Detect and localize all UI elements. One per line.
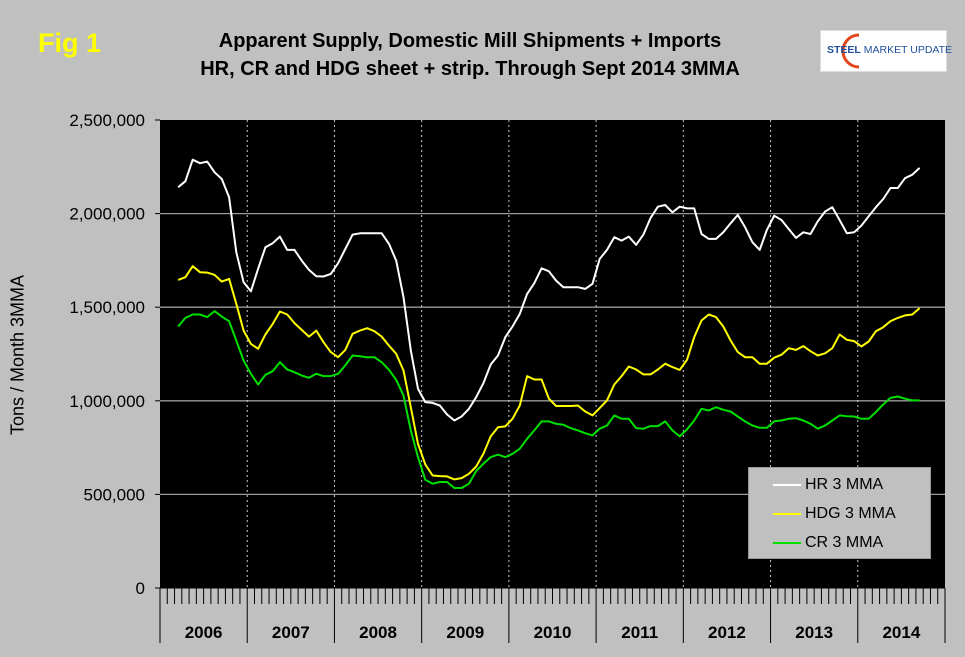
x-tick-label: 2011 bbox=[621, 623, 658, 642]
legend-swatch-hr bbox=[773, 484, 801, 486]
x-tick-label: 2008 bbox=[359, 623, 397, 642]
legend-item-cr: CR 3 MMA bbox=[773, 528, 883, 558]
figure-label: Fig 1 bbox=[38, 28, 102, 58]
x-tick-label: 2010 bbox=[534, 623, 572, 642]
steel-market-update-logo: STEEL MARKET UPDATE bbox=[820, 30, 952, 72]
legend-label-cr: CR 3 MMA bbox=[805, 534, 884, 551]
series-line-hdg bbox=[177, 265, 921, 481]
title-line-2: HR, CR and HDG sheet + strip. Through Se… bbox=[200, 58, 740, 80]
logo-swoosh-icon bbox=[841, 33, 860, 69]
legend-item-hr: HR 3 MMA bbox=[773, 470, 883, 500]
y-tick-label: 500,000 bbox=[84, 485, 145, 504]
y-tick-label: 0 bbox=[136, 579, 145, 598]
legend: HR 3 MMA HDG 3 MMA CR 3 MMA bbox=[748, 467, 931, 559]
y-tick-label: 1,500,000 bbox=[69, 298, 145, 317]
legend-label-hdg: HDG 3 MMA bbox=[805, 505, 896, 522]
x-tick-label: 2007 bbox=[272, 623, 310, 642]
x-tick-label: 2013 bbox=[795, 623, 833, 642]
x-tick-label: 2012 bbox=[708, 623, 746, 642]
y-tick-label: 2,000,000 bbox=[69, 205, 145, 224]
logo-text-bold: STEEL bbox=[827, 44, 861, 56]
logo-text-rest: MARKET UPDATE bbox=[860, 44, 953, 56]
y-tick-label: 1,000,000 bbox=[69, 392, 145, 411]
x-tick-label: 2014 bbox=[882, 623, 920, 642]
series-line-hr bbox=[177, 158, 921, 422]
x-tick-label: 2009 bbox=[446, 623, 484, 642]
legend-swatch-cr bbox=[773, 542, 801, 544]
y-tick-label: 2,500,000 bbox=[69, 111, 145, 130]
legend-swatch-hdg bbox=[773, 513, 801, 515]
legend-item-hdg: HDG 3 MMA bbox=[773, 499, 896, 529]
chart-title: Apparent Supply, Domestic Mill Shipments… bbox=[120, 27, 820, 83]
x-tick-label: 2006 bbox=[185, 623, 223, 642]
title-line-1: Apparent Supply, Domestic Mill Shipments… bbox=[218, 30, 722, 52]
legend-label-hr: HR 3 MMA bbox=[805, 476, 884, 493]
series-line-cr bbox=[177, 310, 920, 489]
